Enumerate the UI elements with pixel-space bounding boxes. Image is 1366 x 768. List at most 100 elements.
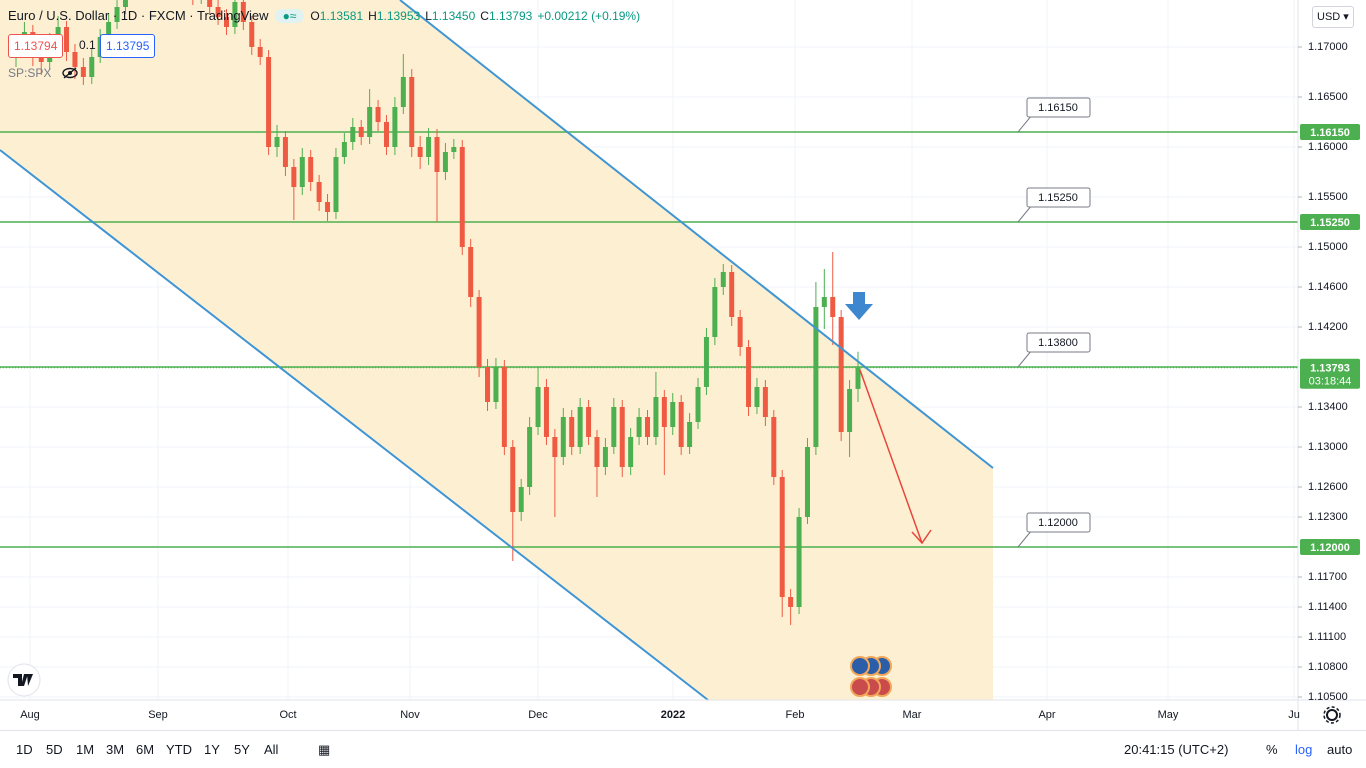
y-tick-label: 1.13000: [1308, 441, 1348, 453]
y-tick-label: 1.16500: [1308, 91, 1348, 103]
candle-body: [485, 367, 491, 402]
candle-body: [333, 157, 339, 212]
clock: 20:41:15 (UTC+2): [1124, 742, 1229, 757]
callout-label: 1.15250: [1038, 192, 1078, 204]
tv-logo: [7, 663, 41, 697]
candle-body: [821, 297, 827, 307]
range-button[interactable]: 6M: [136, 742, 155, 757]
bottom-toolbar: ▦ 20:41:15 (UTC+2) % log auto 1D 5D 1M 3M 6M…: [0, 730, 1366, 768]
candle-body: [266, 57, 272, 147]
candle-body: [392, 107, 398, 147]
down-arrow-icon: [845, 292, 873, 320]
candle-body: [434, 137, 440, 172]
range-button[interactable]: 1M: [76, 742, 95, 757]
candle-body: [813, 307, 819, 447]
chart: 1.161501.161501.152501.152501.138001.138…: [0, 0, 1366, 730]
range-button[interactable]: 1D: [16, 742, 33, 757]
ohlc: O1.13581 H1.13953 L1.13450 C1.13793 +0.00212…: [310, 9, 640, 23]
candle-body: [493, 367, 499, 402]
candle-body: [459, 147, 465, 247]
log-toggle[interactable]: log: [1295, 742, 1313, 757]
level-tag: [1300, 214, 1360, 230]
status-pill[interactable]: ●≈: [274, 8, 305, 23]
callout-pointer: [1017, 114, 1033, 133]
candle-body: [274, 137, 280, 147]
y-tick-label: 1.15500: [1308, 191, 1348, 203]
ohlc-item: O1.13581: [310, 9, 363, 23]
currency: USD: [1317, 11, 1341, 23]
candle-body: [611, 407, 617, 447]
ohlc-key: L: [425, 8, 432, 23]
candle-body: [737, 317, 743, 347]
x-tick-label: Aug: [20, 709, 40, 721]
candle-body: [417, 147, 423, 157]
callout-pointer: [1017, 349, 1033, 368]
bid-price[interactable]: 1.13794: [8, 34, 64, 58]
candle-body: [442, 152, 448, 172]
candle-body: [670, 402, 676, 427]
channel-fill: [0, 0, 993, 700]
range-button[interactable]: 5Y: [234, 742, 250, 757]
candle-body: [804, 447, 810, 517]
currency-select[interactable]: USD ▾: [1312, 6, 1354, 28]
candle-body: [577, 407, 583, 447]
x-tick-label: May: [1158, 709, 1179, 721]
y-tick-label: 1.13400: [1308, 401, 1348, 413]
candle-body: [560, 417, 566, 457]
candle-body: [535, 387, 541, 427]
range-button[interactable]: 3M: [106, 742, 125, 757]
candle-body: [619, 407, 625, 467]
y-tick-label: 1.12300: [1308, 511, 1348, 523]
hide-icon[interactable]: [61, 67, 79, 79]
range-button[interactable]: 5D: [46, 742, 63, 757]
x-tick-label: Feb: [786, 709, 805, 721]
range-button[interactable]: 1Y: [204, 742, 220, 757]
range-button[interactable]: YTD: [166, 742, 192, 757]
overlay-legend: SP:SPX: [8, 66, 79, 80]
candle-body: [518, 487, 524, 512]
candle-body: [325, 202, 331, 212]
ask-price[interactable]: 1.13795: [100, 34, 156, 58]
candle-body: [249, 22, 255, 47]
candle-body: [855, 367, 861, 389]
x-tick-label: Nov: [400, 709, 420, 721]
candle-body: [712, 287, 718, 337]
ohlc-value: 1.13581: [319, 8, 364, 23]
candle-body: [602, 447, 608, 467]
candle-body: [569, 417, 575, 447]
candle-body: [308, 157, 314, 182]
x-tick-label: Dec: [528, 709, 548, 721]
price-axis: 1.17000 1.16500 1.16000 1.15500 1.15000 1.146…: [1298, 41, 1360, 703]
date-range-icon[interactable]: ▦: [318, 742, 331, 757]
level-tag-label: 1.16150: [1310, 127, 1350, 139]
range-button[interactable]: All: [264, 742, 279, 757]
ohlc-key: O: [310, 8, 320, 23]
callout-box: [1026, 512, 1091, 533]
y-tick-label: 1.11100: [1308, 631, 1346, 643]
candle-body: [224, 17, 229, 27]
channel-lower: [0, 149, 709, 701]
y-tick-label: 1.14200: [1308, 321, 1348, 333]
candle-body: [501, 367, 507, 447]
ohlc-item: +0.00212 (+0.19%): [537, 9, 640, 23]
last-price-tag: [1300, 358, 1360, 389]
level-tag-label: 1.15250: [1310, 217, 1350, 229]
candle-body: [299, 157, 305, 187]
x-tick-label: Ju: [1288, 709, 1300, 721]
candle-body: [215, 7, 221, 17]
candle-body: [106, 22, 112, 37]
percent-toggle[interactable]: %: [1266, 742, 1278, 757]
candle-body: [38, 57, 44, 62]
candle-body: [122, 0, 128, 7]
candle-body: [383, 122, 389, 147]
ohlc-item: C1.13793: [480, 9, 532, 23]
auto-toggle[interactable]: auto: [1327, 742, 1353, 757]
y-tick-label: 1.14600: [1308, 281, 1348, 293]
settings-icon[interactable]: [1323, 706, 1341, 724]
candle-body: [594, 437, 600, 467]
y-tick-label: 1.10500: [1308, 691, 1348, 703]
candle-body: [703, 337, 709, 387]
overlay-symbol: SP:SPX: [8, 66, 52, 80]
candle-body: [341, 142, 347, 157]
